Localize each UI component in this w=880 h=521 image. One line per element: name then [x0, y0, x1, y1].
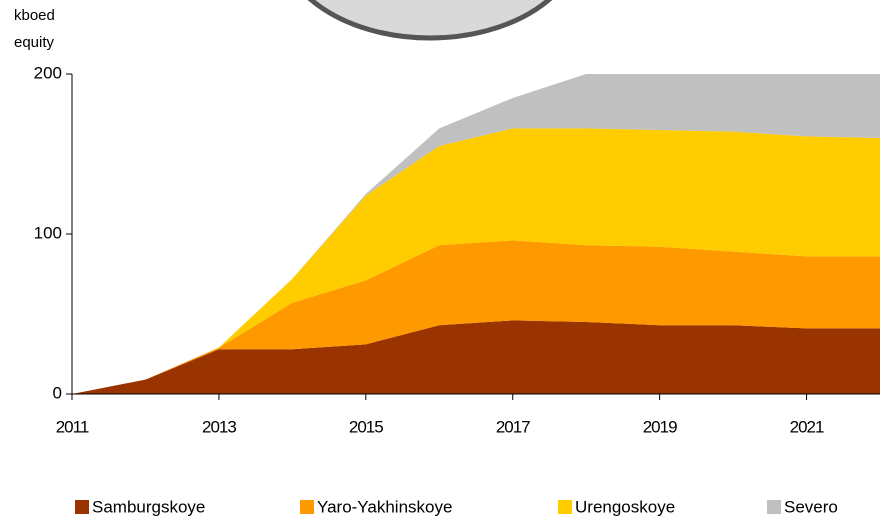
y-tick-label: 0: [53, 383, 62, 402]
legend-swatch: [300, 500, 314, 514]
x-tick-label: 2019: [643, 417, 677, 436]
x-tick-label: 2011: [56, 417, 89, 436]
legend-swatch: [75, 500, 89, 514]
x-tick-label: 2017: [496, 417, 530, 436]
area: [72, 320, 880, 394]
legend-swatch: [767, 500, 781, 514]
legend-label: Samburgskoye: [92, 497, 205, 516]
area: [72, 240, 880, 394]
legend-swatch: [558, 500, 572, 514]
decoration-circle: [307, 0, 553, 41]
area: [72, 74, 880, 394]
y-axis-label: kboed: [14, 7, 55, 24]
x-tick-label: 2015: [349, 417, 383, 436]
y-tick-label: 200: [34, 63, 62, 82]
y-axis-label: equity: [14, 34, 55, 51]
legend-label: Yaro-Yakhinskoye: [317, 497, 452, 516]
x-tick-label: 2021: [790, 417, 824, 436]
legend-label: Severo: [784, 497, 838, 516]
y-tick-label: 100: [34, 223, 62, 242]
x-tick-label: 2013: [202, 417, 236, 436]
legend-label: Urengoskoye: [575, 497, 675, 516]
area: [72, 128, 880, 394]
